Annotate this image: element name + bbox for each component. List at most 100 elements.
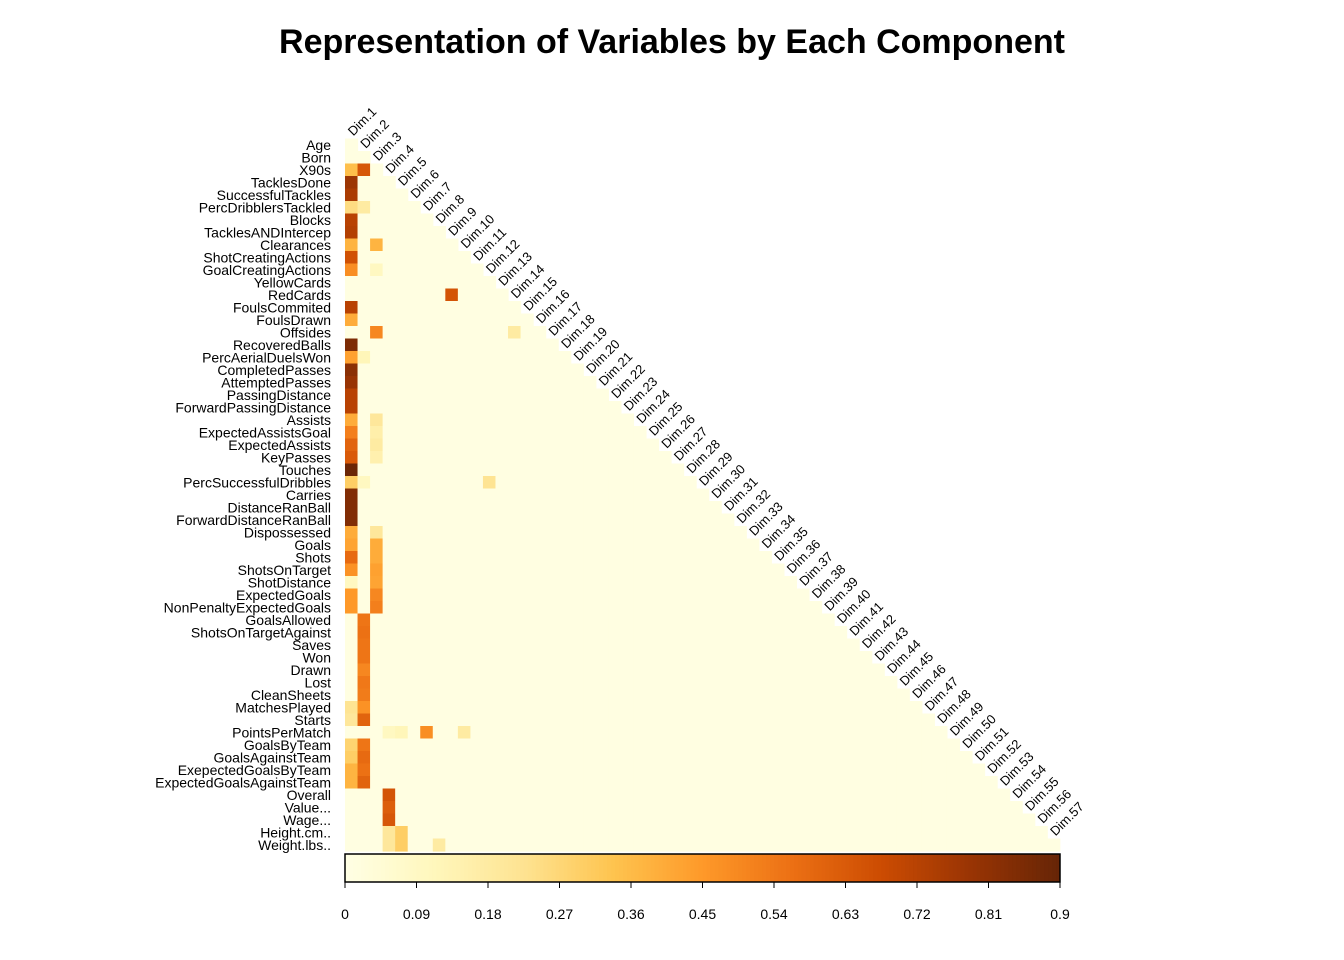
heatmap-cell [432, 526, 446, 540]
heatmap-cell [620, 576, 635, 590]
heatmap-cell [984, 801, 998, 815]
heatmap-cell [558, 788, 572, 802]
heatmap-cell [495, 788, 509, 802]
heatmap-cell [470, 613, 484, 627]
heatmap-cell [708, 638, 722, 652]
heatmap-cell [708, 813, 722, 827]
heatmap-cell [758, 801, 772, 815]
heatmap-cell [357, 788, 371, 802]
heatmap-cell [558, 776, 572, 790]
heatmap-cell [595, 788, 609, 802]
heatmap-cell [382, 813, 396, 827]
heatmap-cell [420, 451, 434, 465]
heatmap-cell [633, 838, 647, 852]
row-label: Born [301, 149, 331, 165]
heatmap-cell [407, 701, 421, 715]
heatmap-cell [871, 838, 885, 852]
heatmap-cell [608, 801, 622, 815]
heatmap-cell [708, 613, 722, 627]
colorbar-segment [642, 854, 648, 882]
heatmap-cell [445, 401, 459, 415]
heatmap-cell [796, 588, 810, 602]
heatmap-cell [432, 688, 446, 702]
row-label: FoulsCommited [233, 299, 331, 315]
row-label: ExpectedGoalsAgainstTeam [155, 774, 331, 790]
heatmap-cell [821, 638, 835, 652]
heatmap-cell [407, 538, 421, 552]
heatmap-cell [545, 363, 559, 377]
heatmap-cell [595, 688, 609, 702]
heatmap-cell [583, 463, 597, 477]
heatmap-cell [746, 838, 760, 852]
heatmap-cell [570, 563, 584, 577]
heatmap-cell [420, 738, 434, 752]
heatmap-cell [909, 813, 923, 827]
row-label: TacklesDone [251, 174, 331, 190]
heatmap-cell [570, 663, 584, 677]
colorbar-segment [861, 854, 866, 882]
heatmap-cell [445, 601, 459, 615]
heatmap-cell [545, 601, 559, 615]
heatmap-cell [595, 663, 609, 677]
heatmap-cell [645, 688, 660, 702]
heatmap-cell [658, 551, 672, 565]
heatmap-cell [370, 713, 384, 727]
heatmap-cell [382, 701, 396, 715]
heatmap-cell [671, 801, 685, 815]
heatmap-cell [395, 763, 409, 777]
heatmap-cell [558, 351, 572, 365]
colorbar-segment [698, 854, 703, 882]
heatmap-cell [395, 301, 409, 315]
heatmap-cell [708, 676, 722, 690]
heatmap-cell [407, 588, 421, 602]
heatmap-cell [495, 751, 509, 765]
heatmap-cell [370, 201, 384, 215]
heatmap-cell [545, 813, 559, 827]
heatmap-cell [345, 763, 359, 777]
colorbar-segment [726, 854, 731, 882]
heatmap-cell [370, 376, 384, 390]
colorbar-segment [920, 854, 926, 882]
heatmap-cell [545, 738, 559, 752]
heatmap-cell [445, 576, 459, 590]
heatmap-cell [407, 751, 421, 765]
heatmap-cell [796, 738, 810, 752]
heatmap-cell [395, 326, 409, 340]
heatmap-cell [658, 638, 672, 652]
heatmap-cell [370, 526, 384, 540]
heatmap-cell [645, 613, 660, 627]
heatmap-cell [808, 601, 823, 615]
heatmap-cell [470, 551, 484, 565]
heatmap-cell [382, 763, 396, 777]
heatmap-cell [533, 651, 547, 665]
colorbar-tick-label: 0.36 [617, 906, 644, 922]
heatmap-cell [495, 576, 509, 590]
heatmap-cell [570, 626, 584, 640]
heatmap-cell [495, 701, 509, 715]
heatmap-cell [495, 588, 509, 602]
heatmap-cell [658, 838, 672, 852]
colorbar-segment [746, 854, 751, 882]
heatmap-cell [520, 501, 534, 515]
heatmap-cell [583, 676, 597, 690]
heatmap-cell [495, 488, 509, 502]
heatmap-cell [407, 813, 421, 827]
heatmap-cell [520, 826, 534, 840]
heatmap-cell [645, 776, 660, 790]
heatmap-cell [457, 263, 471, 277]
heatmap-cell [934, 751, 948, 765]
heatmap-cell [633, 513, 647, 527]
heatmap-cell [470, 363, 484, 377]
heatmap-cell [407, 551, 421, 565]
heatmap-cell [445, 463, 459, 477]
heatmap-cell [771, 788, 785, 802]
heatmap-cell [595, 751, 609, 765]
colorbar-segment [833, 854, 839, 882]
heatmap-cell [470, 563, 484, 577]
heatmap-cell [445, 276, 459, 290]
colorbar-segment [658, 854, 664, 882]
heatmap-cell [345, 563, 359, 577]
colorbar-segment [420, 854, 425, 882]
heatmap-cell [357, 288, 371, 302]
heatmap-cell [834, 713, 848, 727]
